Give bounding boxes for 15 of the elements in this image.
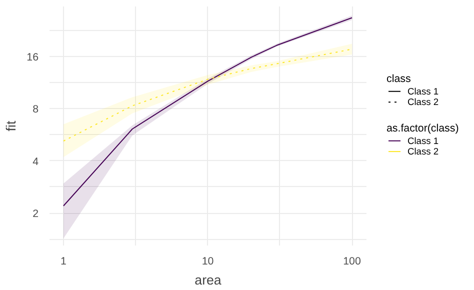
- legend-label: Class 1: [408, 136, 439, 146]
- text: Class 2: [408, 97, 439, 108]
- x-tick-label: 1: [60, 256, 67, 268]
- x-tick-label: 10: [202, 256, 214, 268]
- x-tick-label: 100: [343, 256, 361, 268]
- y-tick-label: 16: [26, 51, 39, 64]
- y-tick-label: 8: [32, 104, 39, 116]
- y-tick-label: 2: [32, 208, 39, 220]
- legend-label: Class 2: [408, 146, 439, 157]
- x-axis-title: area: [194, 272, 222, 288]
- text: Class 1: [408, 86, 439, 96]
- legend-title: class: [386, 73, 411, 86]
- y-tick-label: 4: [32, 156, 39, 168]
- text: as.factor(class): [386, 122, 459, 134]
- y-axis-title: fit: [4, 120, 19, 132]
